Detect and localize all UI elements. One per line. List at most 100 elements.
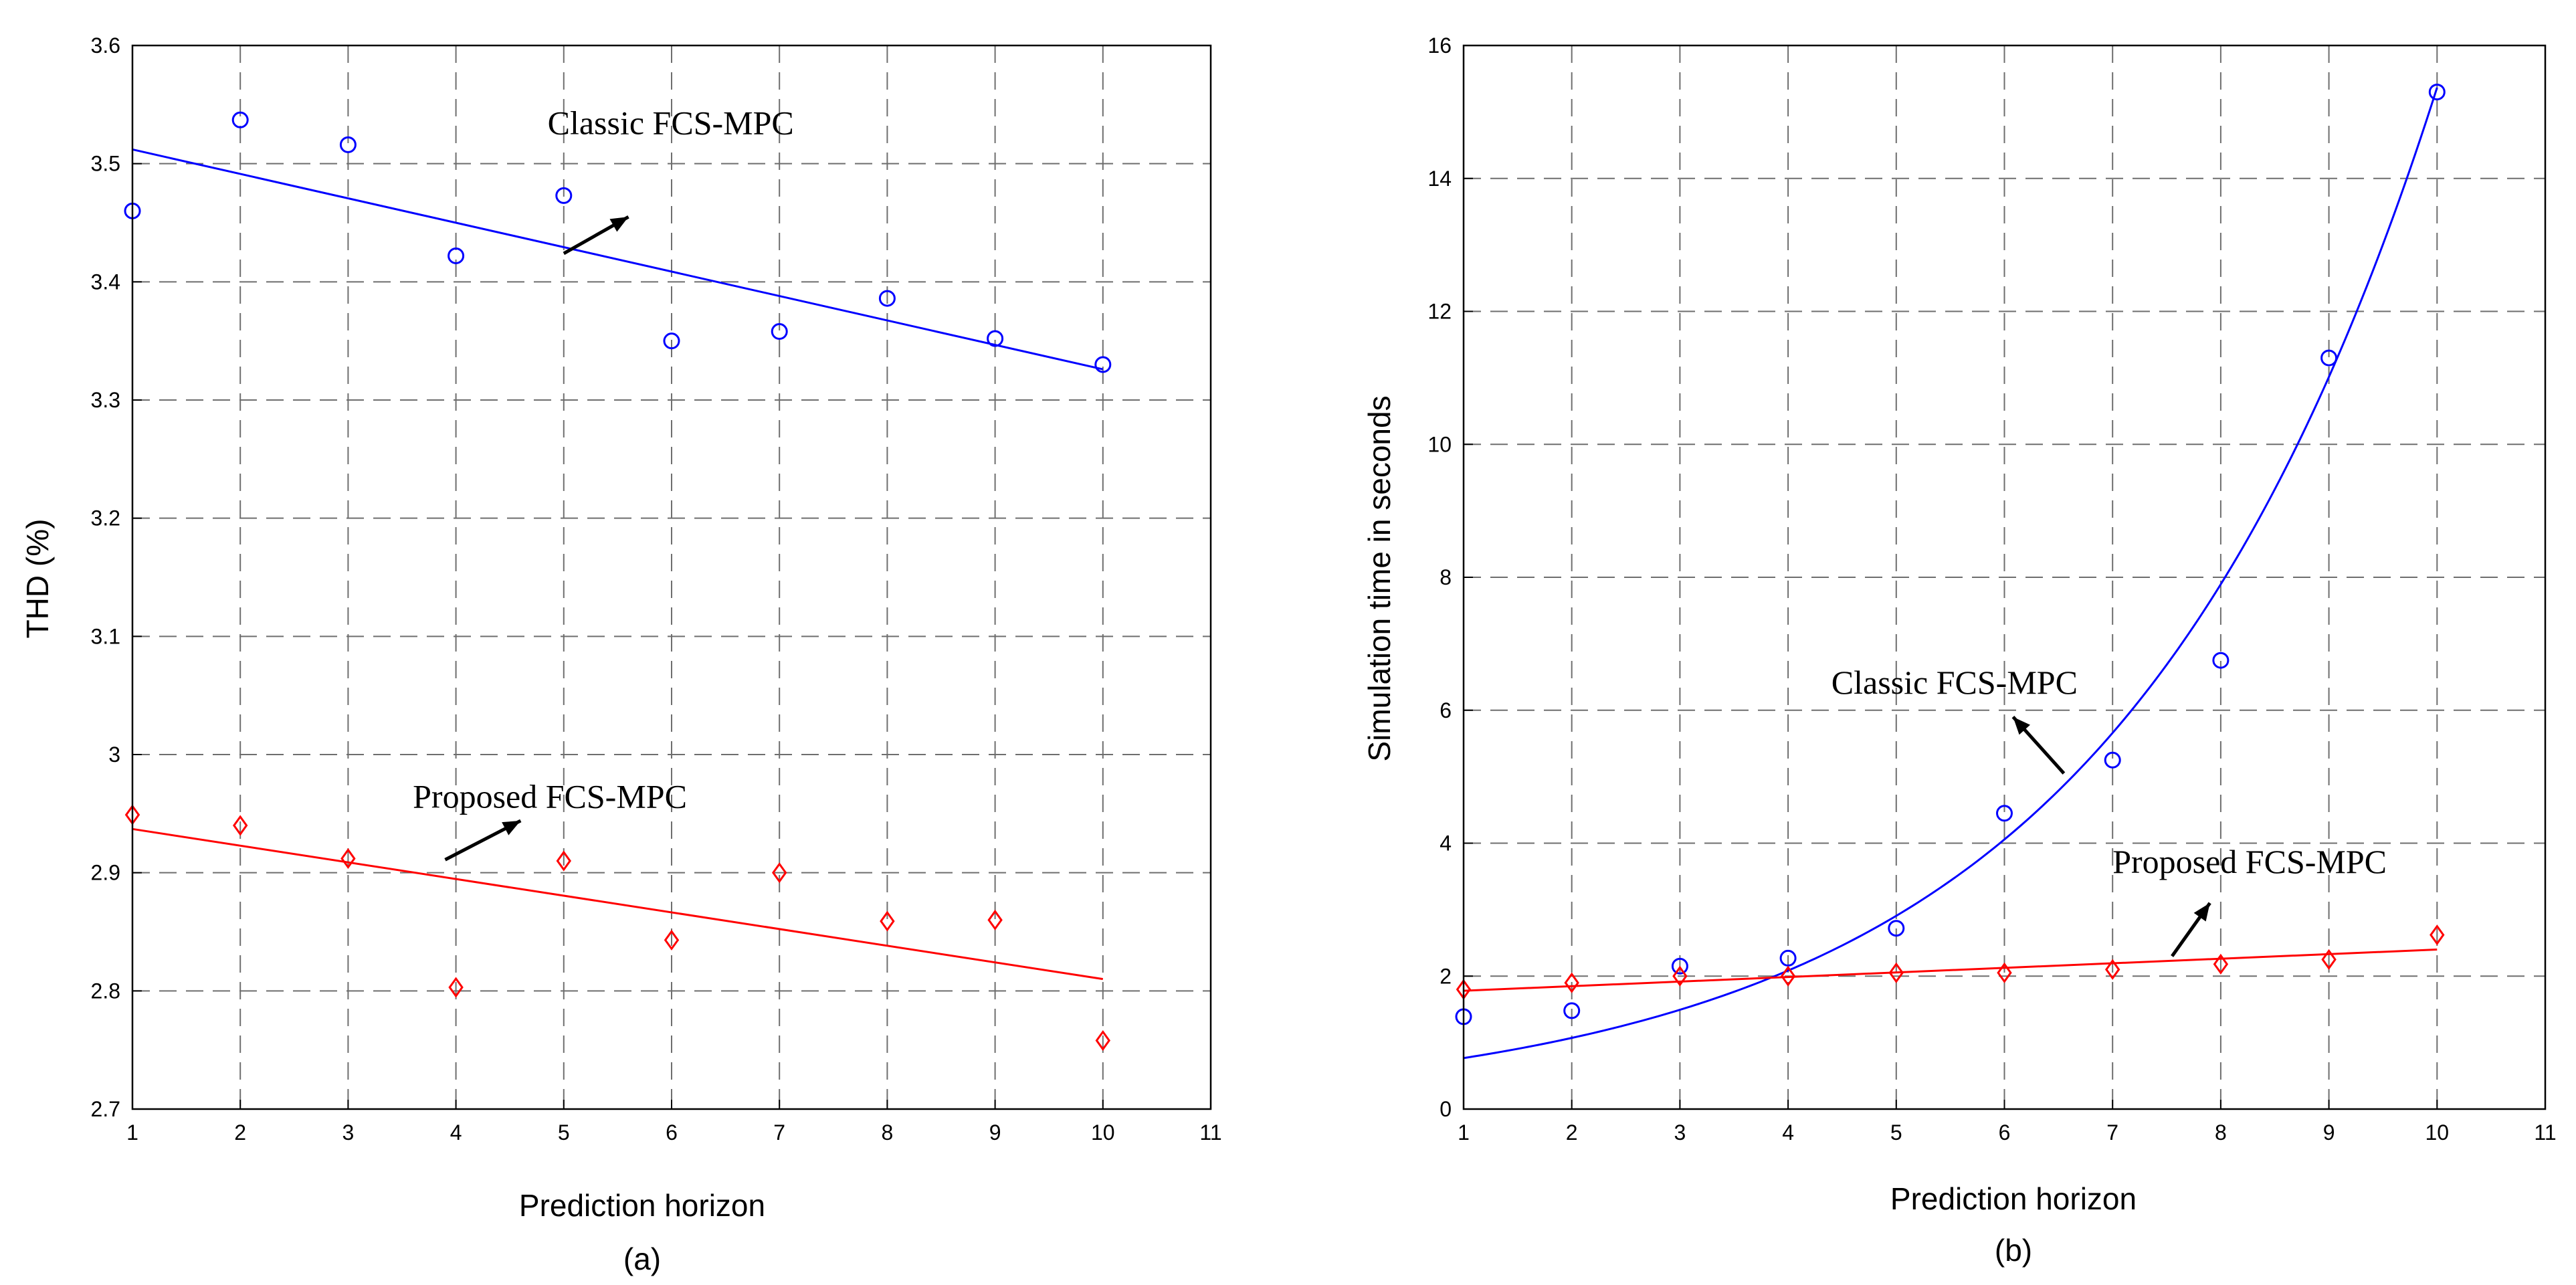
x-tick-label: 10	[2425, 1120, 2450, 1145]
annotation-arrowhead	[2193, 902, 2210, 922]
annotation-text: Classic FCS-MPC	[1831, 664, 2078, 701]
x-tick-label: 5	[558, 1120, 570, 1145]
data-point-circle	[555, 187, 573, 204]
annotation-arrowhead	[609, 217, 629, 232]
data-point-diamond	[448, 977, 464, 998]
data-point-circle	[663, 332, 680, 350]
y-tick-label: 3.4	[91, 270, 120, 294]
data-point-circle	[339, 136, 357, 153]
data-point-diamond	[2213, 953, 2229, 975]
x-tick-label: 10	[1091, 1120, 1115, 1145]
data-point-diamond	[1672, 965, 1688, 987]
data-point-circle	[1563, 1002, 1581, 1019]
data-point-diamond	[1888, 962, 1904, 983]
y-tick-label: 3.6	[91, 33, 120, 58]
data-point-diamond	[232, 815, 248, 836]
x-tick-label: 7	[773, 1120, 785, 1145]
x-tick-label: 6	[1999, 1120, 2011, 1145]
y-tick-label: 10	[1427, 432, 1452, 456]
x-tick-label: 5	[1890, 1120, 1902, 1145]
data-point-circle	[2104, 751, 2121, 769]
data-point-diamond	[2104, 959, 2120, 980]
x-tick-label: 1	[1458, 1120, 1470, 1145]
annotation-text: Proposed FCS-MPC	[413, 778, 687, 815]
x-tick-label: 9	[989, 1120, 1001, 1145]
x-tick-label: 4	[1782, 1120, 1794, 1145]
x-tick-label: 8	[2215, 1120, 2227, 1145]
y-tick-label: 8	[1440, 565, 1452, 589]
data-point-circle	[1671, 957, 1688, 975]
annotation-text: Proposed FCS-MPC	[2112, 843, 2387, 880]
data-point-diamond	[880, 910, 895, 932]
fit-lines	[132, 149, 1104, 981]
x-tick-labels: 1 2 3 4 5 6 7 8 9 10 11	[1458, 1100, 2557, 1145]
panel-label: (a)	[623, 1242, 661, 1276]
data-point-diamond	[340, 848, 356, 870]
y-tick-label: 3.2	[91, 506, 120, 530]
x-tick-labels: 1 2 3 4 5 6 7 8 9 10 11	[126, 1100, 1222, 1145]
data-point-diamond	[1564, 972, 1579, 993]
annotations: Classic FCS-MPC Proposed FCS-MPC	[1831, 664, 2387, 957]
annotations: Classic FCS-MPC Proposed FCS-MPC	[413, 104, 794, 862]
grid-lines	[1464, 45, 2545, 1109]
fit-line-classic-fcs-mpc	[1463, 87, 2438, 1060]
y-tick-label: 3.1	[91, 624, 120, 648]
x-tick-label: 7	[2106, 1120, 2118, 1145]
x-tick-label: 11	[1199, 1120, 1221, 1145]
y-tick-labels: 2.7 2.8 2.9 3 3.1 3.2 3.3 3.4 3.5 3.6	[91, 33, 142, 1121]
y-tick-labels: 0 2 4 6 8 10 12 14 16	[1427, 33, 1473, 1121]
panel-label: (b)	[1995, 1233, 2032, 1268]
x-tick-label: 11	[2534, 1120, 2556, 1145]
fit-lines	[1463, 87, 2438, 1060]
x-axis-label: Prediction horizon	[1890, 1181, 2137, 1216]
fit-line-proposed-fcs-mpc	[1463, 949, 2438, 992]
y-tick-label: 2	[1440, 964, 1452, 988]
x-tick-label: 6	[666, 1120, 678, 1145]
data-point-diamond	[771, 862, 787, 884]
y-tick-label: 4	[1440, 831, 1452, 856]
x-tick-label: 1	[126, 1120, 138, 1145]
y-axis-label: THD (%)	[20, 519, 55, 639]
x-tick-label: 8	[882, 1120, 894, 1145]
data-point-diamond	[1095, 1029, 1111, 1052]
x-tick-label: 3	[342, 1120, 355, 1145]
y-tick-label: 0	[1440, 1097, 1452, 1121]
data-point-circle	[771, 323, 788, 340]
data-point-circle	[2428, 84, 2446, 101]
data-point-circle	[878, 290, 896, 307]
data-point-circle	[231, 111, 249, 128]
fit-line-classic-fcs-mpc	[132, 149, 1104, 371]
annotation-text: Classic FCS-MPC	[548, 104, 794, 142]
data-point-diamond	[1997, 962, 2012, 983]
y-tick-label: 12	[1427, 300, 1452, 324]
data-point-diamond	[987, 909, 1003, 930]
y-tick-label: 3.3	[91, 388, 120, 412]
data-point-circle	[2212, 652, 2230, 669]
data-point-circle	[987, 330, 1004, 347]
x-tick-label: 2	[1566, 1120, 1578, 1145]
data-point-diamond	[2430, 924, 2445, 946]
y-tick-label: 2.7	[91, 1097, 120, 1121]
y-tick-label: 2.9	[91, 861, 120, 885]
y-tick-label: 6	[1440, 698, 1452, 722]
y-tick-label: 16	[1427, 33, 1452, 58]
data-markers	[1455, 84, 2446, 1025]
data-point-circle	[1779, 949, 1797, 967]
annotation-arrowhead	[2013, 716, 2031, 735]
data-point-diamond	[556, 850, 572, 872]
data-point-diamond	[1780, 965, 1796, 987]
y-axis-label: Simulation time in seconds	[1362, 395, 1397, 761]
y-tick-label: 3	[108, 743, 120, 767]
data-point-circle	[1888, 920, 1905, 937]
y-tick-label: 14	[1427, 167, 1452, 191]
x-tick-label: 2	[234, 1120, 246, 1145]
x-tick-label: 9	[2323, 1120, 2335, 1145]
annotation-arrowhead	[502, 820, 521, 835]
x-axis-label: Prediction horizon	[519, 1188, 765, 1223]
x-tick-label: 3	[1674, 1120, 1686, 1145]
x-tick-label: 4	[450, 1120, 462, 1145]
data-point-circle	[2320, 349, 2338, 367]
y-tick-label: 3.5	[91, 152, 120, 176]
